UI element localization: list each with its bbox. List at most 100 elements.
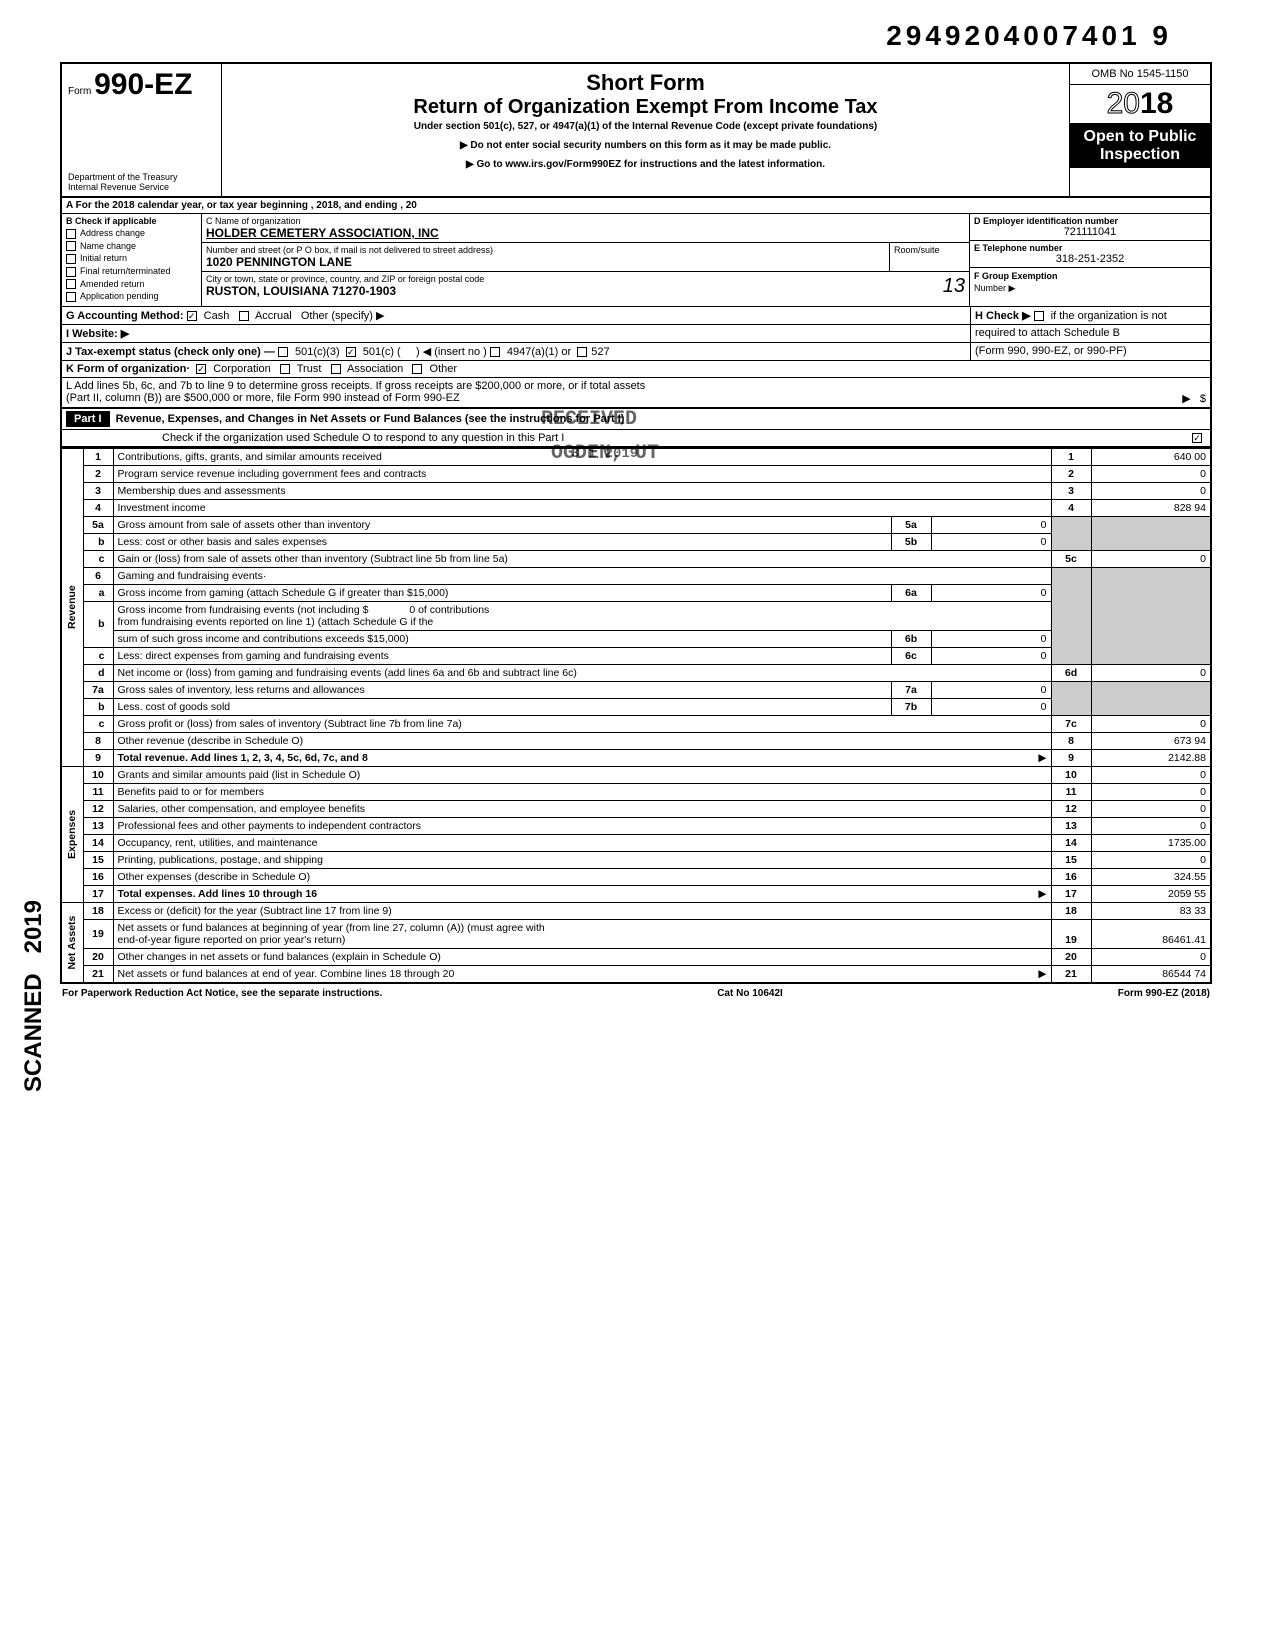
chk-501c3[interactable] [278, 347, 288, 357]
l7a-mn: 7a [891, 681, 931, 698]
l19-d2: end-of-year figure reported on prior yea… [118, 934, 346, 946]
box-def: D Employer identification number 7211110… [970, 214, 1210, 306]
line-l-t1: L Add lines 5b, 6c, and 7b to line 9 to … [66, 380, 645, 392]
l11-desc: Benefits paid to or for members [118, 786, 264, 798]
l5c-rv: 0 [1091, 550, 1211, 567]
lbl-association: Association [347, 363, 403, 375]
l18-rv: 83 33 [1091, 902, 1211, 919]
l15-rn: 15 [1051, 851, 1091, 868]
l6d-desc: Net income or (loss) from gaming and fun… [118, 667, 577, 679]
lbl-amended: Amended return [80, 279, 145, 289]
l11-rn: 11 [1051, 783, 1091, 800]
l12-num: 12 [83, 800, 113, 817]
chk-trust[interactable] [280, 364, 290, 374]
lbl-other-method: Other (specify) ▶ [301, 310, 385, 322]
tax-year: 2018 [1070, 85, 1210, 124]
l6c-num: c [83, 647, 113, 664]
chk-schedule-o[interactable]: ✓ [1192, 433, 1202, 443]
line-k: K Form of organization· ✓ Corporation Tr… [62, 361, 1210, 377]
l21-desc: Net assets or fund balances at end of ye… [118, 968, 455, 980]
l5b-mn: 5b [891, 533, 931, 550]
l4-num: 4 [83, 499, 113, 516]
l7b-mv: 0 [931, 698, 1051, 715]
chk-527[interactable] [577, 347, 587, 357]
l14-rn: 14 [1051, 834, 1091, 851]
l10-num: 10 [83, 766, 113, 783]
l8-desc: Other revenue (describe in Schedule O) [118, 735, 304, 747]
l10-desc: Grants and similar amounts paid (list in… [118, 769, 361, 781]
subtitle: Under section 501(c), 527, or 4947(a)(1)… [228, 121, 1063, 132]
l6a-mn: 6a [891, 584, 931, 601]
l12-rv: 0 [1091, 800, 1211, 817]
chk-corporation[interactable]: ✓ [196, 364, 206, 374]
chk-4947[interactable] [490, 347, 500, 357]
lbl-final-return: Final return/terminated [80, 266, 171, 276]
l6-desc: Gaming and fundraising events· [118, 570, 267, 582]
lbl-corporation: Corporation [213, 363, 270, 375]
chk-name-change[interactable] [66, 241, 76, 251]
l6b-d1: Gross income from fundraising events (no… [118, 604, 369, 616]
chk-initial-return[interactable] [66, 254, 76, 264]
chk-address-change[interactable] [66, 229, 76, 239]
l9-rn: 9 [1051, 749, 1091, 766]
ein: 721111041 [974, 226, 1206, 238]
title-return: Return of Organization Exempt From Incom… [228, 96, 1063, 119]
l6a-desc: Gross income from gaming (attach Schedul… [118, 587, 449, 599]
l5a-desc: Gross amount from sale of assets other t… [118, 519, 371, 531]
l7c-num: c [83, 715, 113, 732]
title-short-form: Short Form [228, 70, 1063, 96]
l16-rn: 16 [1051, 868, 1091, 885]
l17-num: 17 [83, 885, 113, 902]
l4-rn: 4 [1051, 499, 1091, 516]
dept-treasury: Department of the Treasury [68, 172, 215, 182]
line-j-label: J Tax-exempt status (check only one) — [66, 346, 275, 358]
l17-arrow: ▶ [1038, 888, 1046, 900]
l5ab-shaded [1051, 516, 1091, 550]
l9-num: 9 [83, 749, 113, 766]
revenue-label: Revenue [61, 448, 83, 766]
l11-rv: 0 [1091, 783, 1211, 800]
chk-cash[interactable]: ✓ [187, 311, 197, 321]
l14-rv: 1735.00 [1091, 834, 1211, 851]
box-c-label: C Name of organization [206, 216, 965, 226]
scanned-stamp: SCANNED 2019 [20, 900, 48, 1092]
line-k-label: K Form of organization· [66, 363, 190, 375]
top-code: 2949204007401 9 [60, 20, 1212, 52]
l18-desc: Excess or (deficit) for the year (Subtra… [118, 905, 392, 917]
line-h-cont1: required to attach Schedule B [970, 325, 1210, 342]
l20-rn: 20 [1051, 948, 1091, 965]
lbl-501c: 501(c) ( [363, 346, 401, 358]
room-label: Room/suite [894, 245, 965, 255]
year-prefix: 20 [1107, 87, 1140, 120]
chk-final-return[interactable] [66, 267, 76, 277]
l6-shaded [1051, 567, 1091, 664]
l14-desc: Occupancy, rent, utilities, and maintena… [118, 837, 318, 849]
l6d-num: d [83, 664, 113, 681]
l9-desc: Total revenue. Add lines 1, 2, 3, 4, 5c,… [118, 752, 368, 764]
line-g: G Accounting Method: ✓ Cash Accrual Othe… [62, 307, 970, 324]
l5b-mv: 0 [931, 533, 1051, 550]
chk-other-org[interactable] [412, 364, 422, 374]
chk-schedule-b[interactable] [1034, 311, 1044, 321]
form-header: Form 990-EZ Department of the Treasury I… [60, 62, 1212, 198]
year-suffix: 18 [1140, 87, 1173, 120]
l5c-desc: Gain or (loss) from sale of assets other… [118, 553, 508, 565]
footer-center: Cat No 10642I [717, 988, 783, 999]
chk-501c[interactable]: ✓ [346, 347, 356, 357]
line-l: L Add lines 5b, 6c, and 7b to line 9 to … [62, 378, 1210, 407]
lbl-initial-return: Initial return [80, 253, 127, 263]
line-l-dollar: $ [1200, 393, 1206, 405]
l6b-num: b [83, 601, 113, 647]
l18-num: 18 [83, 902, 113, 919]
chk-amended[interactable] [66, 279, 76, 289]
l8-rn: 8 [1051, 732, 1091, 749]
l10-rn: 10 [1051, 766, 1091, 783]
chk-association[interactable] [331, 364, 341, 374]
l20-num: 20 [83, 948, 113, 965]
l4-desc: Investment income [118, 502, 206, 514]
l15-desc: Printing, publications, postage, and shi… [118, 854, 323, 866]
l3-rv: 0 [1091, 482, 1211, 499]
box-d-label: D Employer identification number [974, 216, 1206, 226]
chk-accrual[interactable] [239, 311, 249, 321]
chk-application-pending[interactable] [66, 292, 76, 302]
